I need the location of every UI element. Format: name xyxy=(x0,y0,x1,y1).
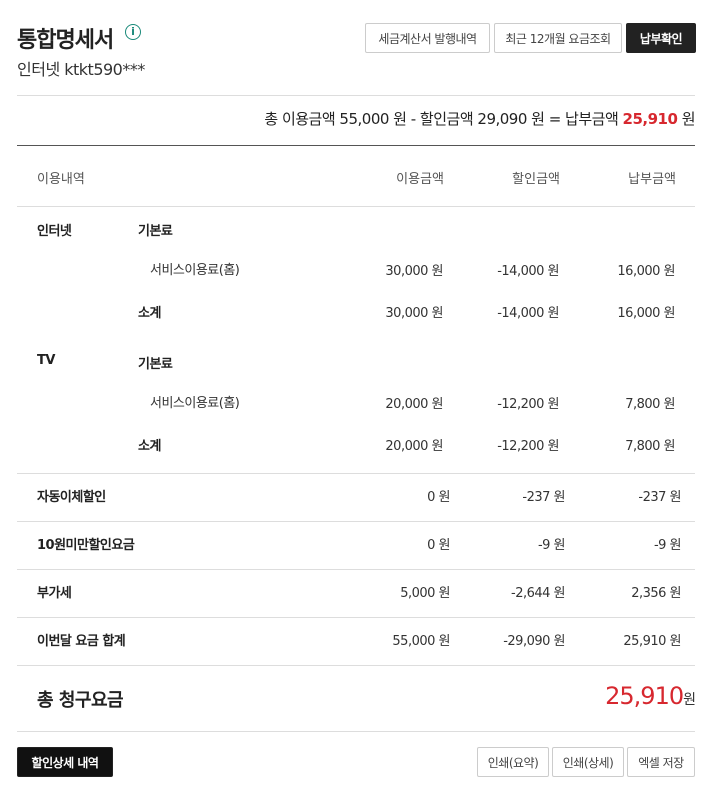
tax-invoice-history-button[interactable]: 세금계산서 발행내역 xyxy=(365,23,490,53)
group-label: 기본료 xyxy=(138,357,173,372)
total-bill-label: 총 청구요금 xyxy=(37,690,124,711)
row-value: -9 원 xyxy=(653,538,682,553)
divider xyxy=(17,731,695,732)
divider xyxy=(17,473,695,474)
discount-detail-button[interactable]: 할인상세 내역 xyxy=(17,747,113,777)
item-value: 7,800 원 xyxy=(625,397,675,412)
subtotal-value: 16,000 원 xyxy=(617,306,675,321)
item-value: 20,000 원 xyxy=(385,397,443,412)
service-subtitle: 인터넷 ktkt590*** xyxy=(17,60,145,79)
info-circle-icon[interactable]: i xyxy=(125,24,141,40)
divider xyxy=(17,95,695,96)
subtotal-value: 20,000 원 xyxy=(385,439,443,454)
summary-text: 총 이용금액 55,000 원 - 할인금액 29,090 원 = 납부금액 xyxy=(264,110,623,128)
divider xyxy=(17,521,695,522)
divider xyxy=(17,617,695,618)
print-detail-button[interactable]: 인쇄(상세) xyxy=(552,747,624,777)
item-label: 서비스이용료(홈) xyxy=(150,263,240,278)
subtotal-value: -14,000 원 xyxy=(497,306,559,321)
summary-unit: 원 xyxy=(677,110,696,128)
subtotal-label: 소계 xyxy=(138,306,161,321)
subtotal-label: 소계 xyxy=(138,439,161,454)
row-label: 자동이체할인 xyxy=(37,490,106,505)
payment-confirm-button[interactable]: 납부확인 xyxy=(626,23,696,53)
page-title: 통합명세서 xyxy=(17,28,114,53)
print-summary-button[interactable]: 인쇄(요약) xyxy=(477,747,549,777)
row-value: -29,090 원 xyxy=(503,634,565,649)
header-payment-amount: 납부금액 xyxy=(628,172,676,187)
section-name: 인터넷 xyxy=(37,224,72,239)
row-label: 10원미만할인요금 xyxy=(37,538,135,553)
excel-save-button[interactable]: 엑셀 저장 xyxy=(627,747,695,777)
row-label: 이번달 요금 합계 xyxy=(37,634,126,649)
row-value: -237 원 xyxy=(638,490,681,505)
section-name: TV xyxy=(37,353,55,368)
subtotal-value: -12,200 원 xyxy=(497,439,559,454)
summary-amount: 25,910 xyxy=(622,110,678,128)
item-value: 16,000 원 xyxy=(617,264,675,279)
item-label: 서비스이용료(홈) xyxy=(150,396,240,411)
row-value: -237 원 xyxy=(522,490,565,505)
item-value: -14,000 원 xyxy=(497,264,559,279)
row-value: 5,000 원 xyxy=(400,586,450,601)
item-value: -12,200 원 xyxy=(497,397,559,412)
divider xyxy=(17,569,695,570)
summary-line: 총 이용금액 55,000 원 - 할인금액 29,090 원 = 납부금액 2… xyxy=(264,108,695,129)
total-amount-unit: 원 xyxy=(683,692,696,708)
divider xyxy=(17,206,695,207)
row-value: -2,644 원 xyxy=(511,586,566,601)
subtotal-value: 7,800 원 xyxy=(625,439,675,454)
row-value: 0 원 xyxy=(427,538,450,553)
total-bill-amount: 25,910원 xyxy=(605,682,696,710)
header-discount-amount: 할인금액 xyxy=(512,172,560,187)
total-amount-value: 25,910 xyxy=(605,682,684,710)
row-value: 25,910 원 xyxy=(623,634,681,649)
header-usage-detail: 이용내역 xyxy=(37,172,85,187)
recent-12-months-button[interactable]: 최근 12개월 요금조회 xyxy=(494,23,622,53)
row-value: -9 원 xyxy=(537,538,566,553)
row-value: 2,356 원 xyxy=(631,586,681,601)
row-label: 부가세 xyxy=(37,586,72,601)
subtotal-value: 30,000 원 xyxy=(385,306,443,321)
group-label: 기본료 xyxy=(138,224,173,239)
divider xyxy=(17,665,695,666)
row-value: 0 원 xyxy=(427,490,450,505)
divider xyxy=(17,145,695,146)
row-value: 55,000 원 xyxy=(392,634,450,649)
item-value: 30,000 원 xyxy=(385,264,443,279)
header-usage-amount: 이용금액 xyxy=(396,172,444,187)
